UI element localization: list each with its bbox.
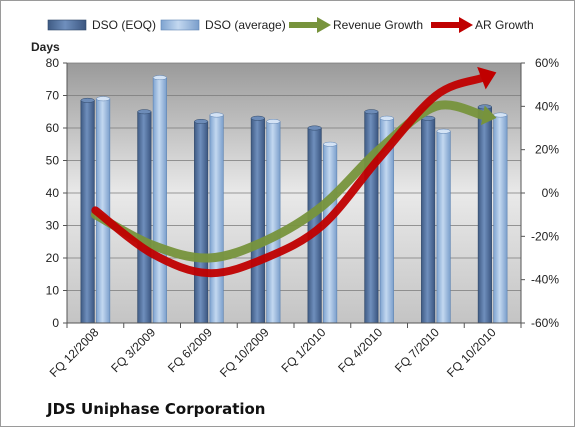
bar-dso-average bbox=[493, 114, 508, 324]
legend-swatch bbox=[47, 19, 87, 31]
x-tick-label: FQ 7/2010 bbox=[392, 325, 442, 375]
bar-cap bbox=[152, 75, 167, 81]
bar-dso-eoq bbox=[364, 111, 379, 324]
bar-dso-eoq bbox=[477, 106, 492, 324]
bar-dso-average bbox=[436, 130, 451, 324]
bar-cap bbox=[209, 112, 224, 118]
y2-tick-label: -60% bbox=[531, 316, 559, 330]
bar-dso-eoq bbox=[250, 117, 265, 324]
y2-tick-label: 60% bbox=[535, 56, 559, 70]
arrowhead-ar-growth bbox=[477, 66, 497, 90]
y-tick-label: 20 bbox=[46, 251, 60, 265]
bar-dso-average bbox=[323, 143, 338, 324]
y-tick-label: 30 bbox=[46, 219, 60, 233]
bar-cap bbox=[80, 97, 95, 103]
bar-cap bbox=[194, 119, 209, 124]
line-series-group bbox=[90, 66, 497, 278]
line-ar-growth bbox=[91, 74, 486, 278]
arrowhead-revenue-growth bbox=[480, 105, 497, 126]
bar-cap bbox=[493, 112, 508, 118]
bar-dso-eoq bbox=[194, 121, 209, 324]
x-tick-label: FQ 1/2010 bbox=[279, 325, 329, 375]
y-tick-label: 80 bbox=[46, 56, 60, 70]
bar-cap bbox=[96, 96, 111, 102]
legend-label: Revenue Growth bbox=[333, 18, 423, 32]
bar-cap bbox=[436, 128, 451, 134]
y-tick-label: 40 bbox=[46, 186, 60, 200]
x-tick-label: FQ 12/2008 bbox=[47, 325, 102, 380]
legend-arrow-icon bbox=[459, 17, 473, 33]
legend: DSO (EOQ) DSO (average) Revenue Growth AR G… bbox=[47, 17, 534, 33]
bar-dso-eoq bbox=[421, 117, 436, 324]
y2-tick-label: 0% bbox=[542, 186, 560, 200]
x-tick-label: FQ 10/2010 bbox=[444, 325, 499, 380]
bar-cap bbox=[307, 125, 322, 131]
legend-label: AR Growth bbox=[475, 18, 534, 32]
bar-cap bbox=[137, 109, 152, 115]
x-tick-label: FQ 10/2009 bbox=[217, 325, 272, 380]
y2-tick-label: -20% bbox=[531, 229, 559, 243]
bar-cap bbox=[323, 141, 338, 147]
x-tick-label: FQ 3/2009 bbox=[108, 325, 158, 375]
legend-swatch bbox=[160, 19, 200, 31]
legend-label: DSO (EOQ) bbox=[92, 18, 156, 32]
legend-arrow-icon bbox=[317, 17, 331, 33]
bar-cap bbox=[250, 115, 265, 121]
y-axis-title: Days bbox=[31, 40, 60, 54]
line-revenue-growth bbox=[90, 100, 488, 263]
y-tick-label: 10 bbox=[46, 284, 60, 298]
bar-dso-average bbox=[266, 121, 281, 324]
y-tick-label: 0 bbox=[52, 316, 59, 330]
y2-tick-label: 40% bbox=[535, 99, 559, 113]
bar-dso-eoq bbox=[137, 111, 152, 324]
y-tick-label: 60 bbox=[46, 121, 60, 135]
bar-cap bbox=[266, 119, 281, 124]
bar-dso-average bbox=[152, 77, 167, 324]
legend-label: DSO (average) bbox=[205, 18, 286, 32]
chart-title: JDS Uniphase Corporation bbox=[46, 400, 266, 418]
x-tick-label: FQ 4/2010 bbox=[335, 325, 385, 375]
bar-dso-average bbox=[209, 114, 224, 324]
bar-cap bbox=[364, 109, 379, 115]
y-tick-label: 50 bbox=[46, 154, 60, 168]
x-tick-label: FQ 6/2009 bbox=[165, 325, 215, 375]
y2-tick-label: 20% bbox=[535, 143, 559, 157]
bar-cap bbox=[379, 115, 394, 121]
bar-series-group bbox=[80, 75, 508, 324]
y-tick-label: 70 bbox=[46, 89, 60, 103]
y2-tick-label: -40% bbox=[531, 273, 559, 287]
